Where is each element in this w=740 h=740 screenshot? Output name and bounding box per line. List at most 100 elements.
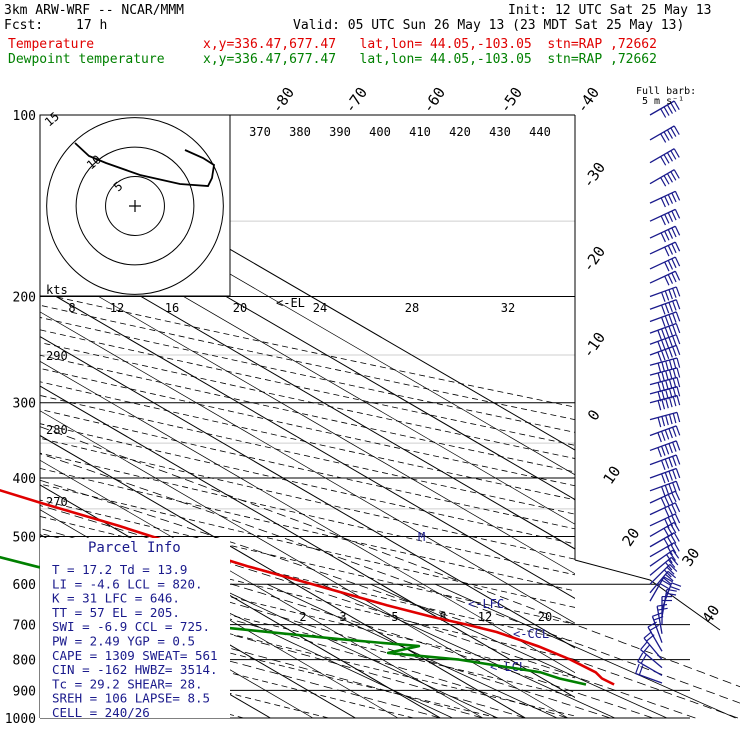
isotherm-label: -40	[573, 84, 603, 117]
parcel-row: CAPE = 1309 SWEAT= 561	[52, 648, 218, 663]
wind-barb-feather	[660, 156, 667, 166]
wind-barb-feather	[670, 150, 677, 160]
wind-barb-staff	[649, 556, 672, 576]
wind-barb	[661, 595, 672, 625]
wind-barb-feather	[670, 585, 680, 591]
wind-barb-feather	[672, 396, 677, 407]
melting-level-label: M	[418, 530, 425, 544]
init-time: Init: 12 UTC Sat 25 May 13	[508, 3, 712, 18]
wind-barb-feather	[670, 544, 677, 554]
dry-adiabat	[40, 292, 575, 408]
parcel-row: CELL = 240/26	[52, 705, 150, 720]
isotherm-half	[40, 261, 575, 575]
wind-barb-staff	[649, 394, 678, 404]
wind-barb-feather	[653, 616, 664, 621]
theta-label: 440	[529, 125, 551, 139]
parcel-info-box: Parcel Info T = 17.2 Td = 13.9LI = -4.6 L…	[40, 538, 230, 720]
theta-e-label: 24	[313, 301, 327, 315]
wind-barb-feather	[668, 443, 673, 454]
wind-barb-feather	[657, 351, 662, 362]
wind-barb-feather	[676, 395, 681, 406]
wind-barb-staff	[661, 589, 668, 618]
valid-time: Valid: 05 UTC Sun 26 May 13 (23 MDT Sat …	[293, 18, 685, 33]
wind-barb	[649, 169, 680, 187]
isotherm-label: 30	[678, 545, 703, 570]
wind-barb-staff	[637, 660, 663, 677]
wind-barb-feather	[638, 665, 644, 676]
hodograph-speed-label: kts	[46, 283, 68, 297]
wind-barb-feather	[673, 169, 680, 179]
wind-barb	[649, 556, 679, 576]
wind-barb-feather	[664, 472, 670, 483]
wind-barb-staff	[649, 241, 676, 255]
wind-barb-staff	[651, 616, 663, 643]
theta-label: 370	[249, 125, 271, 139]
wind-barb-feather	[674, 502, 681, 513]
temperature-profile	[0, 488, 615, 686]
wind-barb-feather	[671, 492, 677, 503]
theta-e-label: 32	[501, 301, 515, 315]
parcel-row: K = 31 LFC = 646.	[52, 591, 180, 606]
wind-barb-feather	[675, 481, 681, 491]
dry-adiabat	[40, 550, 575, 679]
theta-label: 390	[329, 125, 351, 139]
wind-barb-feather	[671, 258, 677, 269]
wind-barb-feather	[664, 290, 670, 301]
wind-barb-feather	[668, 457, 673, 468]
wind-barb	[649, 513, 681, 529]
wind-barb	[649, 502, 681, 518]
pressure-tick-label: 400	[13, 472, 36, 487]
wind-barb-staff	[649, 440, 677, 452]
wind-barb-feather	[665, 415, 669, 426]
wind-barb-feather	[675, 286, 681, 297]
wind-barb-feather	[670, 127, 677, 137]
wind-barb-feather	[652, 612, 663, 617]
wind-barb-staff	[647, 626, 663, 652]
wind-barb-staff	[649, 532, 675, 548]
mixing-ratio-label: 20	[538, 610, 552, 624]
wind-barb-feather	[671, 227, 677, 238]
wind-barb	[649, 532, 680, 548]
wind-barb-feather	[672, 469, 677, 480]
wind-barb-staff	[649, 563, 671, 585]
wind-barb-feather	[672, 442, 677, 452]
wind-barb-staff	[649, 299, 677, 310]
parcel-row: T = 17.2 Td = 13.9	[52, 562, 187, 577]
wind-barb-feather	[674, 256, 681, 267]
wind-barb	[649, 576, 673, 602]
wind-barb-feather	[657, 330, 662, 340]
wind-barb-feather	[649, 624, 659, 631]
wind-barb-staff	[640, 649, 663, 669]
wind-barb-feather	[664, 444, 670, 455]
wind-barb-feather	[657, 417, 662, 428]
wind-barb-feather	[673, 100, 680, 110]
wind-barb-feather	[666, 152, 673, 162]
wind-barb-feather	[661, 399, 666, 410]
wind-barb-feather	[674, 225, 681, 236]
dry-adiabat-label: 280	[46, 423, 68, 437]
wind-barb-feather	[668, 302, 673, 313]
wind-barb-staff	[649, 576, 665, 602]
wind-barb-staff	[649, 311, 677, 323]
theta-label: 400	[369, 125, 391, 139]
parcel-row: SREH = 106 LAPSE= 8.5	[52, 691, 210, 706]
wind-barb	[649, 225, 681, 243]
wind-barb-feather	[664, 303, 670, 314]
wind-barb-feather	[660, 133, 667, 143]
wind-barb	[649, 425, 681, 443]
forecast-hour: 17 h	[76, 18, 108, 33]
isotherm-label: 0	[584, 406, 604, 424]
wind-barb-feather	[675, 334, 681, 345]
moist-adiabat	[40, 610, 441, 719]
wind-barb	[649, 322, 681, 340]
wind-barb-feather	[668, 289, 673, 300]
wind-barb-staff	[649, 100, 675, 116]
pressure-tick-label: 1000	[5, 712, 36, 727]
wind-barb-feather	[640, 654, 647, 664]
wind-barb-feather	[671, 582, 682, 587]
dry-adiabat-label: 290	[46, 349, 68, 363]
wind-barb-feather	[659, 583, 670, 590]
legend-dewpoint: Dewpoint temperature	[8, 52, 165, 67]
wind-barb-staff	[649, 334, 677, 345]
wind-barb-feather	[664, 261, 670, 272]
